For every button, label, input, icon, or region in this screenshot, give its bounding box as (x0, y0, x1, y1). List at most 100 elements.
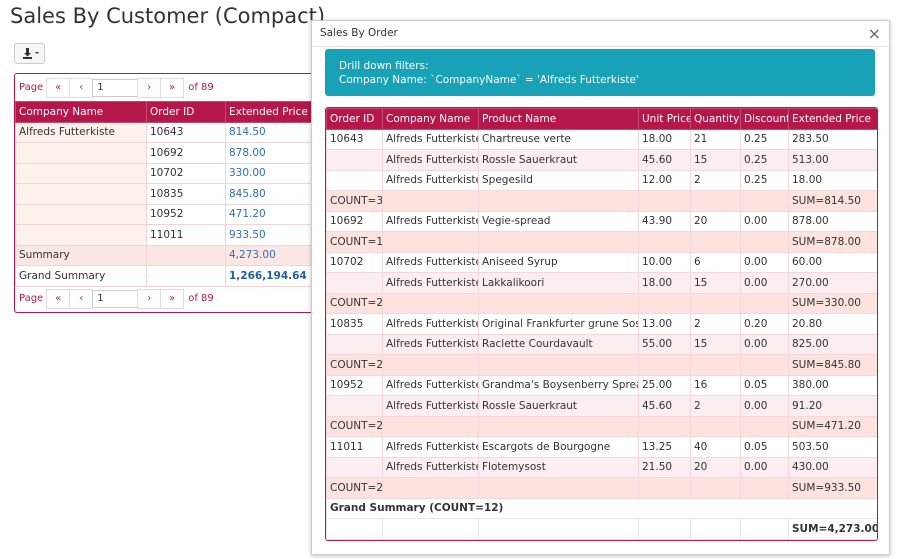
close-button[interactable]: × (867, 24, 881, 43)
pager-label: Page (19, 293, 44, 304)
cell: 13.25 (638, 436, 691, 458)
cell (15, 162, 147, 184)
pager-prev[interactable]: ‹ (69, 288, 94, 309)
table-row: 10835 845.80 (15, 183, 356, 205)
cell: Alfreds Futterkiste (382, 374, 479, 396)
pager-first[interactable]: « (46, 77, 71, 98)
cell: Alfreds Futterkiste (382, 395, 479, 417)
cell: 0.00 (740, 210, 789, 232)
export-button[interactable] (14, 43, 45, 64)
cell: COUNT=2 (326, 292, 383, 314)
cell: 0.00 (740, 333, 789, 355)
cell (326, 395, 383, 417)
cell (740, 518, 789, 540)
column-header: Order ID (326, 108, 383, 130)
header-row: Company Name Order ID Extended Price ($) (15, 101, 356, 123)
cell: 0.00 (740, 251, 789, 273)
cell: Vegie-spread (478, 210, 639, 232)
cell: COUNT=2 (326, 415, 383, 437)
cell: Original Frankfurter grune Sose (478, 313, 639, 335)
cell (740, 292, 789, 314)
cell (478, 518, 639, 540)
cell: 513.00 (788, 149, 877, 171)
cell (478, 477, 639, 499)
cell: Alfreds Futterkiste (15, 121, 147, 143)
cell (740, 477, 789, 499)
cell: 11011 (326, 436, 383, 458)
cell (690, 477, 741, 499)
cell: 825.00 (788, 333, 877, 355)
cell (690, 415, 741, 437)
order-row: 11011 Alfreds Futterkiste Escargots de Bou… (326, 436, 877, 458)
cell (690, 354, 741, 376)
grand-summary: Grand Summary (COUNT=12) (326, 497, 877, 519)
table-body: Alfreds Futterkiste 10643 814.50 10692 878.0… (15, 121, 356, 287)
cell (382, 477, 479, 499)
filter-info: Drill down filters: Company Name: `Compa… (325, 49, 875, 96)
cell (690, 292, 741, 314)
order-row: Alfreds Futterkiste Spegesild 12.00 2 0.25 18… (326, 169, 877, 191)
cell (326, 333, 383, 355)
cell: 11011 (146, 224, 226, 246)
cell: 270.00 (788, 272, 877, 294)
cell: Spegesild (478, 169, 639, 191)
cell: 10952 (146, 203, 226, 225)
cell: 10692 (326, 210, 383, 232)
cell (326, 169, 383, 191)
column-header: Company Name (15, 101, 147, 123)
page-input[interactable]: 1 (92, 78, 139, 97)
cell: 0.25 (740, 128, 789, 150)
cell: 0.00 (740, 456, 789, 478)
cell: Lakkalikoori (478, 272, 639, 294)
cell: 21 (690, 128, 741, 150)
table-row: 11011 933.50 (15, 224, 356, 246)
cell: SUM=330.00 (788, 292, 877, 314)
pager-top: Page «‹ 1 ›» of 89 (15, 75, 218, 100)
cell (638, 292, 691, 314)
cell: SUM=845.80 (788, 354, 877, 376)
cell: Grand Summary (15, 265, 147, 287)
order-row: Alfreds Futterkiste Flotemysost 21.50 20 0.0… (326, 456, 877, 478)
count-row: COUNT=2 SUM=471.20 (326, 415, 877, 437)
cell: Alfreds Futterkiste (382, 251, 479, 273)
order-table: Order ID Company Name Product Name Unit Pri… (326, 108, 877, 540)
cell: 10702 (146, 162, 226, 184)
cell: Rossle Sauerkraut (478, 149, 639, 171)
cell (478, 354, 639, 376)
count-row: COUNT=1 SUM=878.00 (326, 231, 877, 253)
cell (382, 231, 479, 253)
cell: 10835 (326, 313, 383, 335)
cell: 43.90 (638, 210, 691, 232)
divider (312, 46, 889, 47)
cell: COUNT=3 (326, 190, 383, 212)
order-row: Alfreds Futterkiste Lakkalikoori 18.00 15 0.… (326, 272, 877, 294)
pager-next[interactable]: › (137, 288, 162, 309)
cell: 91.20 (788, 395, 877, 417)
pager-next[interactable]: › (137, 77, 162, 98)
pager-prev[interactable]: ‹ (69, 77, 94, 98)
cell (638, 190, 691, 212)
cell: 10702 (326, 251, 383, 273)
cell: 20.80 (788, 313, 877, 335)
pager-first[interactable]: « (46, 288, 71, 309)
cell (326, 149, 383, 171)
page-input[interactable]: 1 (92, 289, 139, 308)
cell (326, 518, 383, 540)
page-title: Sales By Customer (Compact) (10, 4, 326, 28)
pager-total: of 89 (188, 82, 214, 93)
cell: 55.00 (638, 333, 691, 355)
cell (146, 244, 226, 266)
cell (690, 190, 741, 212)
order-row: 10702 Alfreds Futterkiste Aniseed Syrup 10.… (326, 251, 877, 273)
cell: 503.50 (788, 436, 877, 458)
cell (478, 190, 639, 212)
pager-last[interactable]: » (160, 288, 185, 309)
column-header: Discount (740, 108, 789, 130)
order-row: 10643 Alfreds Futterkiste Chartreuse verte… (326, 128, 877, 150)
modal-title: Sales By Order (320, 27, 398, 39)
cell (15, 203, 147, 225)
pager-last[interactable]: » (160, 77, 185, 98)
cell: 430.00 (788, 456, 877, 478)
cell: Raclette Courdavault (478, 333, 639, 355)
